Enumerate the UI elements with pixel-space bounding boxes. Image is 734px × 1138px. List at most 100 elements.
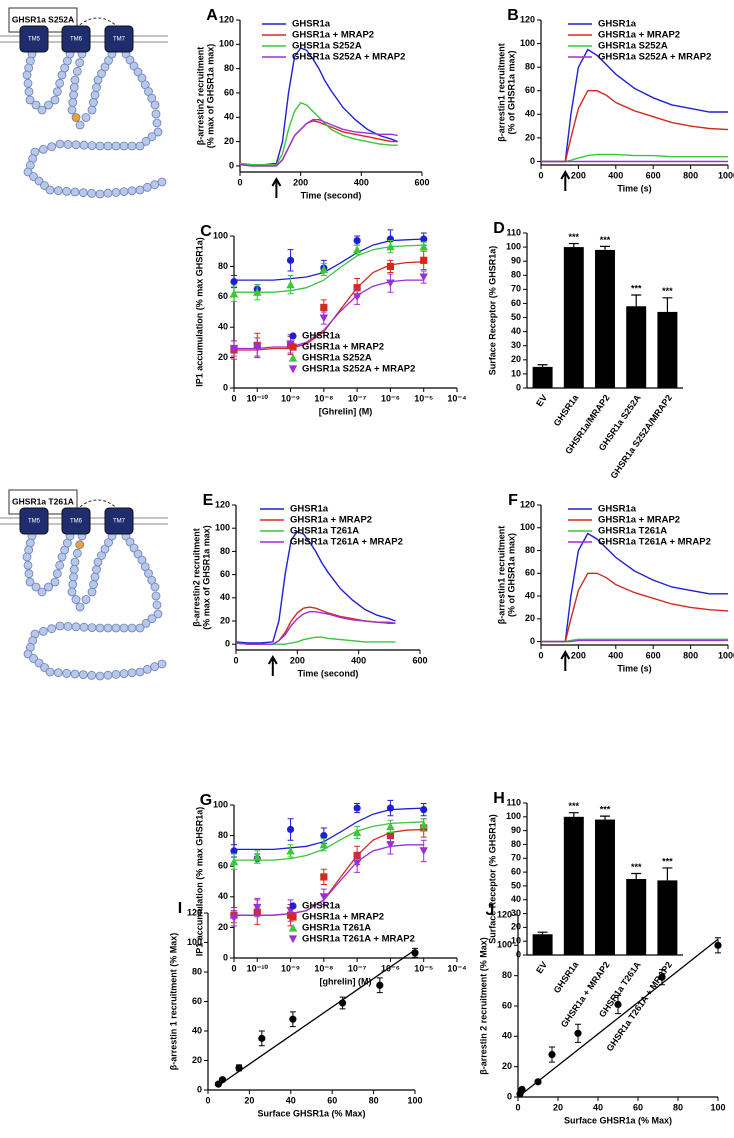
significance: ***: [569, 801, 580, 811]
residue: [55, 621, 65, 631]
residue: [62, 668, 72, 678]
legend-label: GHSR1a: [302, 331, 341, 342]
bar: [657, 311, 678, 388]
helix: [19, 25, 49, 53]
bar: [532, 366, 553, 388]
bar: [595, 819, 615, 955]
helix-label: TM6: [70, 519, 83, 525]
marker: [518, 1085, 526, 1094]
residue: [45, 185, 55, 195]
y-tick-label: 80: [511, 839, 521, 849]
residue: [141, 136, 151, 146]
y-tick-label: 10: [511, 368, 521, 378]
y-tick-label: 80: [192, 966, 202, 976]
x-tick-label: 10⁻⁴: [447, 963, 466, 973]
residue: [75, 120, 85, 130]
x-tick-label: 0: [205, 1095, 210, 1105]
y-tick-label: 120: [520, 14, 535, 24]
marker: [258, 1034, 266, 1042]
y-tick-label: 20: [218, 922, 228, 932]
x-tick-label: GHSR1a S252A/MRAP2: [608, 393, 674, 481]
y-tick-label: 0: [197, 1084, 202, 1094]
panel-letter: E: [203, 492, 214, 509]
marker: [286, 825, 295, 834]
residue: [125, 537, 135, 547]
series-line: [235, 530, 396, 644]
x-tick-label: 400: [608, 650, 623, 660]
error-bar: [568, 242, 579, 248]
y-tick-label: 40: [218, 891, 228, 901]
error-bar: [537, 364, 548, 367]
y-tick-label: 80: [502, 970, 512, 980]
bar: [595, 249, 615, 388]
marker: [353, 236, 361, 245]
y-tick-label: 90: [511, 256, 521, 266]
y-tick-label: 60: [224, 87, 234, 97]
y-tick-label: 80: [511, 270, 521, 280]
legend-label: GHSR1a T261A: [290, 526, 359, 537]
residue: [68, 98, 78, 107]
residue: [63, 621, 73, 631]
y-tick-label: 60: [511, 298, 521, 308]
residue: [78, 188, 88, 198]
residue: [44, 100, 53, 110]
significance: ***: [631, 283, 642, 293]
residue: [151, 109, 161, 119]
legend-swatch: [289, 913, 297, 921]
residue: [87, 188, 97, 198]
y-tick-label: 10: [511, 936, 521, 946]
series-line: [239, 47, 398, 166]
marker: [253, 343, 262, 352]
residue: [152, 118, 162, 128]
residue: [142, 182, 152, 192]
x-tick-label: 600: [412, 655, 427, 665]
marker: [229, 289, 239, 298]
marker: [320, 303, 328, 312]
y-tick-label: 100: [213, 230, 228, 240]
receptor-diagram: GHSR1a S252A TM5 TM6 TM7: [0, 7, 168, 199]
x-tick-label: 600: [414, 177, 429, 187]
x-tick-label: 400: [354, 177, 369, 187]
marker: [658, 973, 666, 981]
panel-letter: D: [493, 220, 505, 237]
x-tick-label: 600: [646, 650, 661, 660]
residue: [67, 587, 77, 597]
legend-label: GHSR1a + MRAP2: [598, 515, 680, 526]
y-tick-label: 60: [502, 1000, 512, 1010]
residue: [90, 90, 100, 100]
error-bar: [662, 867, 673, 881]
series-line: [541, 153, 728, 163]
residue: [125, 55, 135, 65]
marker: [338, 999, 347, 1007]
residue: [127, 668, 137, 678]
legend-label: GHSR1a T261A + MRAP2: [598, 537, 711, 548]
residue: [127, 186, 137, 196]
x-tick-label: 10⁻⁵: [414, 963, 433, 973]
legend-label: GHSR1a S252A + MRAP2: [302, 364, 415, 375]
residue: [81, 595, 91, 604]
marker: [319, 893, 329, 901]
residue: [142, 664, 152, 674]
residue: [45, 667, 55, 677]
legend-label: GHSR1a S252A: [598, 41, 668, 52]
marker: [420, 235, 428, 243]
legend-swatch: [288, 923, 298, 932]
residue: [150, 180, 160, 190]
y-tick-label: 80: [218, 261, 228, 271]
y-tick-label: 80: [224, 63, 234, 73]
series-line: [541, 639, 728, 643]
marker: [419, 242, 428, 251]
y-axis-label: Surface Receptor (% GHSR1a): [487, 814, 497, 944]
marker: [253, 852, 262, 861]
x-tick-label: 800: [683, 650, 698, 660]
residue: [55, 560, 65, 570]
marker: [230, 278, 238, 286]
y-tick-label: 80: [525, 62, 535, 72]
series-line: [235, 611, 396, 645]
y-tick-label: 20: [502, 1061, 512, 1071]
y-tick-label: 80: [525, 545, 535, 555]
legend-label: GHSR1a + MRAP2: [598, 30, 680, 41]
residue: [103, 670, 113, 680]
y-tick-label: 30: [511, 908, 521, 918]
marker: [320, 873, 328, 881]
